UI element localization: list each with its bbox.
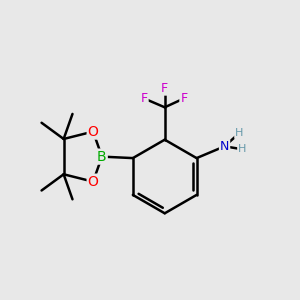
Text: H: H <box>235 128 244 138</box>
Text: O: O <box>88 175 98 189</box>
Text: O: O <box>88 124 98 139</box>
Text: F: F <box>180 92 188 105</box>
Text: F: F <box>140 92 148 105</box>
Text: N: N <box>220 140 229 153</box>
Text: H: H <box>238 144 246 154</box>
Text: F: F <box>161 82 168 95</box>
Text: B: B <box>97 150 107 164</box>
